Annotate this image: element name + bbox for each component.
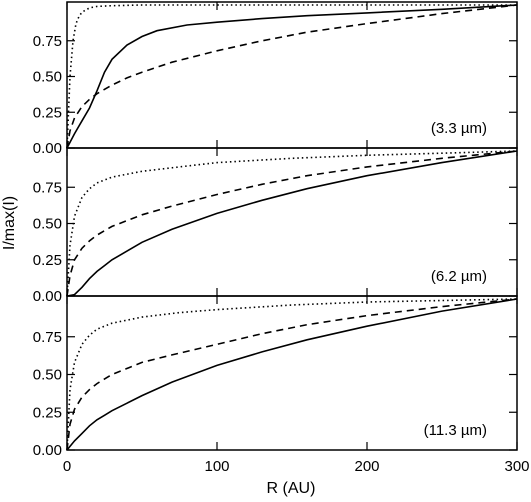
y-tick-label: 0.25 <box>33 252 62 269</box>
y-tick-label: 0.25 <box>33 404 62 421</box>
x-tick-label: 300 <box>504 458 529 475</box>
y-tick-label: 0.50 <box>33 216 62 233</box>
panel-label: (6.2 µm) <box>431 268 487 285</box>
x-axis-label: R (AU) <box>267 480 316 497</box>
x-tick-label: 200 <box>354 458 379 475</box>
x-tick-label: 100 <box>204 458 229 475</box>
series-line-solid <box>66 4 518 149</box>
series-line-dashed <box>66 298 518 451</box>
series-line-dotted <box>66 298 518 451</box>
series-line-dashed <box>66 4 518 149</box>
y-tick-label: 0.75 <box>33 329 62 346</box>
panel-1: 0.00 0.25 0.50 0.75 (3.3 µm) <box>33 1 518 157</box>
panel-label: (11.3 µm) <box>424 422 487 439</box>
y-tick-label: 0.75 <box>33 179 62 196</box>
y-tick-label: 0.50 <box>33 367 62 384</box>
series-line-dashed <box>66 150 518 297</box>
panel-2: 0.00 0.25 0.50 0.75 (6.2 µm) <box>33 147 518 305</box>
y-tick-label: 0.25 <box>33 104 62 121</box>
y-tick-label: 0.00 <box>33 288 62 305</box>
panel-frame <box>66 295 518 451</box>
y-tick-label: 0.75 <box>33 33 62 50</box>
y-tick-label: 0.00 <box>33 442 62 459</box>
y-tick-label: 0.00 <box>33 140 62 157</box>
panel-label: (3.3 µm) <box>431 120 487 137</box>
panels-layer: 0.00 0.25 0.50 0.75 (3.3 µm) 0.00 0.25 0.50 0.75… <box>33 1 530 475</box>
series-line-solid <box>66 298 518 451</box>
y-tick-label: 0.50 <box>33 69 62 86</box>
y-axis-label: I/max(I) <box>1 196 18 250</box>
panel-3: 0.00 0.25 0.50 0.75 (11.3 µm) <box>33 295 518 459</box>
series-line-solid <box>66 150 518 297</box>
x-tick-label: 0 <box>63 458 71 475</box>
